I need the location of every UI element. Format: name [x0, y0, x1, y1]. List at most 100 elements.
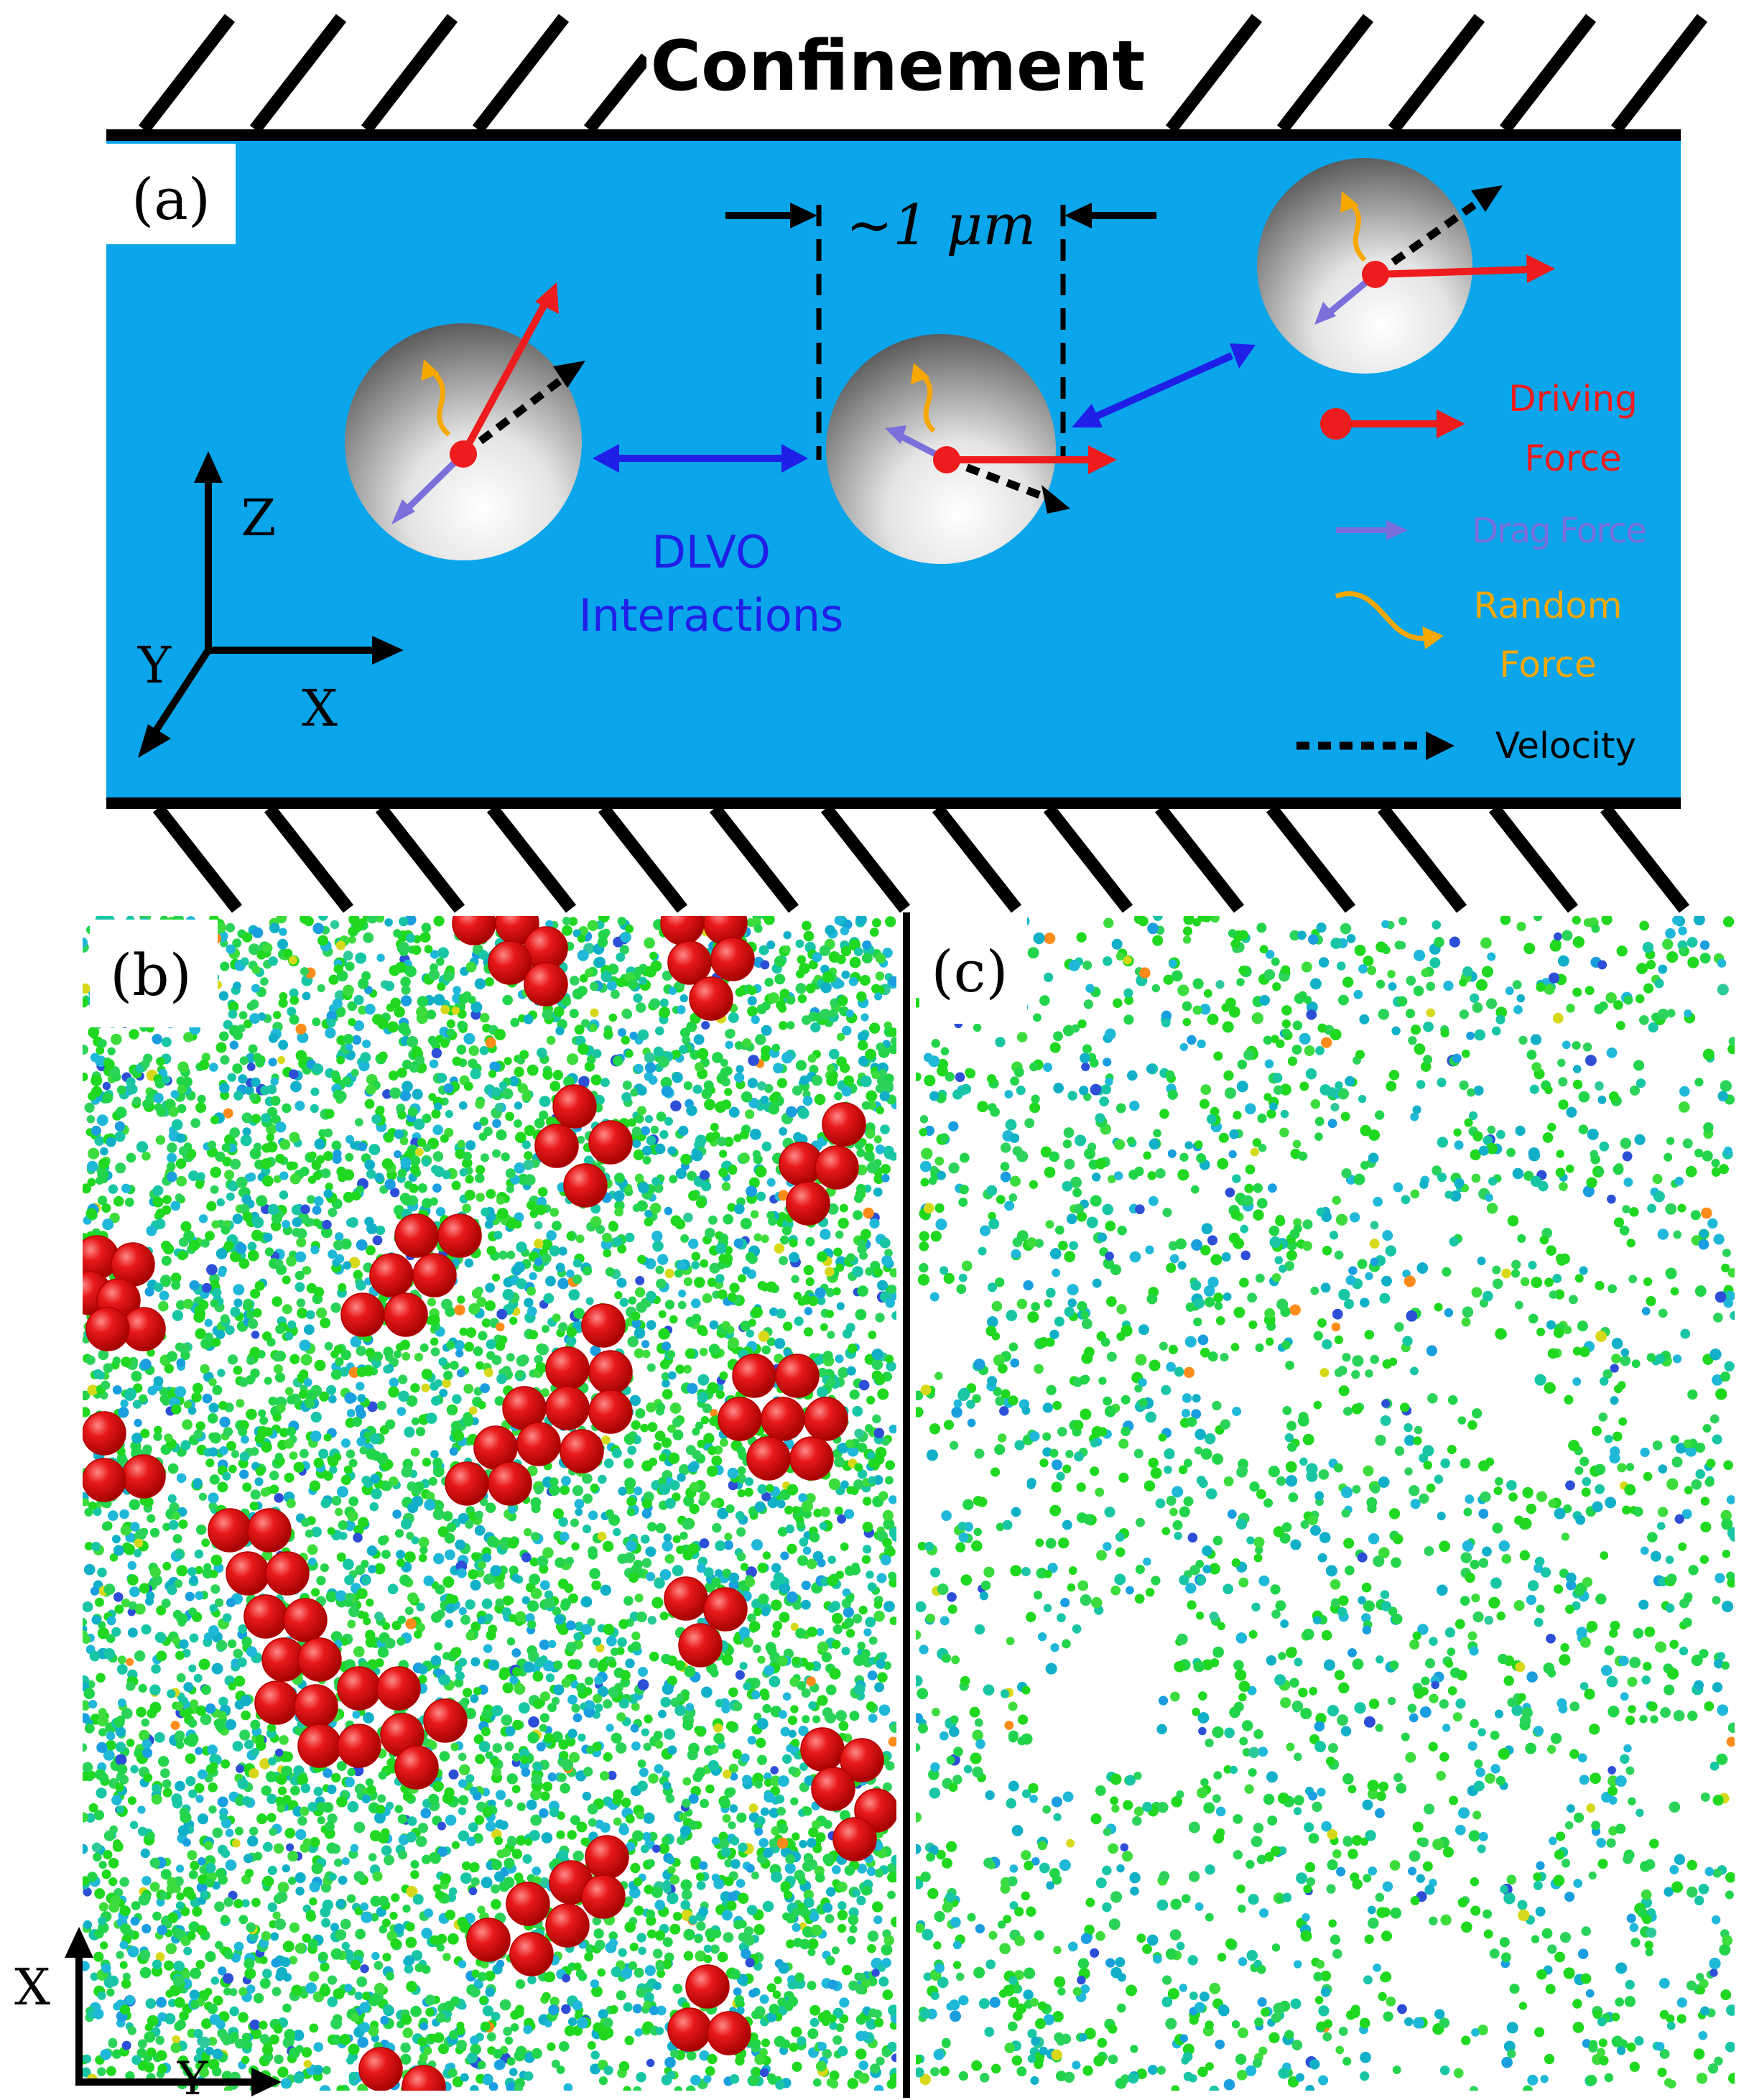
small-particle — [233, 1365, 243, 1375]
small-particle — [558, 1246, 567, 1256]
small-particle — [436, 1943, 445, 1952]
particle-3-velocity-head — [1471, 185, 1503, 212]
small-particle — [167, 1152, 177, 1163]
small-particle — [226, 1192, 235, 1201]
small-particle — [253, 1993, 264, 2004]
small-particle — [330, 1923, 340, 1932]
small-particle — [452, 1394, 462, 1405]
small-particle — [396, 1558, 405, 1568]
legend-driving-force-2: Force — [1524, 438, 1621, 479]
particle-3-random — [1348, 200, 1367, 262]
small-particle — [127, 1560, 136, 1571]
panel-b: (b) X Y — [14, 916, 896, 2100]
small-particle — [282, 1941, 294, 1953]
small-particle — [103, 1830, 115, 1841]
small-particle — [746, 1864, 755, 1873]
small-particle — [358, 1060, 370, 1072]
small-particle — [682, 1035, 691, 1045]
small-particle — [712, 1052, 723, 1063]
small-particle — [247, 1318, 259, 1329]
small-particle — [356, 1382, 365, 1391]
small-particle — [197, 1094, 206, 1104]
small-particle — [216, 1198, 225, 1207]
particle-3-sphere — [1257, 158, 1472, 374]
small-particle — [542, 1069, 553, 1080]
small-particle — [402, 1352, 411, 1361]
dlvo-arrow-2 — [1072, 343, 1256, 427]
small-particle — [875, 971, 885, 981]
small-particle — [101, 1522, 111, 1531]
confinement-hatch-bottom — [152, 804, 1690, 913]
small-particle — [294, 1251, 307, 1263]
small-particle — [167, 1463, 179, 1474]
small-particle — [325, 1183, 333, 1191]
axes-xyz — [138, 451, 404, 758]
small-particle — [733, 1987, 742, 1997]
small-particle — [609, 2005, 618, 2014]
small-particle — [590, 2063, 601, 2075]
small-particle — [251, 1331, 260, 1339]
small-particle — [430, 1382, 439, 1391]
small-particle — [841, 1964, 853, 1976]
small-particle — [161, 1037, 172, 1047]
small-particle — [728, 1763, 739, 1774]
small-particle — [540, 1691, 550, 1702]
small-particle — [654, 1183, 664, 1193]
small-particle — [176, 1864, 185, 1873]
small-particle — [631, 1741, 641, 1751]
small-particle — [555, 1262, 565, 1272]
small-particle — [817, 1296, 826, 1305]
small-particle — [391, 1620, 402, 1631]
small-particle — [335, 1232, 344, 1241]
small-particle — [730, 1772, 738, 1781]
small-particle — [190, 1967, 201, 1979]
small-particle — [274, 1493, 284, 1503]
small-particle — [140, 1848, 150, 1859]
small-particle — [810, 1661, 822, 1672]
small-particle — [222, 1157, 233, 1167]
small-particle — [699, 2050, 710, 2061]
small-particle — [156, 1605, 167, 1616]
small-particle — [134, 1603, 146, 1615]
small-particle — [156, 1650, 167, 1662]
small-particle — [885, 1476, 894, 1485]
small-particle — [652, 1240, 664, 1252]
small-particle — [448, 1769, 459, 1780]
small-particle — [646, 1572, 656, 1581]
small-particle — [807, 1054, 817, 1063]
small-particle — [687, 1170, 697, 1181]
small-particle — [616, 1277, 627, 1288]
small-particle — [205, 1951, 216, 1963]
small-particle — [695, 1421, 704, 1430]
small-particle — [431, 1047, 442, 1059]
small-particle — [623, 2086, 631, 2091]
small-particle — [470, 2085, 479, 2091]
small-particle — [119, 1877, 129, 1887]
small-particle — [274, 1372, 286, 1383]
small-particle — [534, 1118, 545, 1129]
small-particle — [213, 1995, 223, 2006]
small-particle — [539, 1639, 550, 1650]
small-particle — [313, 1786, 323, 1797]
small-particle — [218, 1696, 228, 1706]
small-particle — [764, 977, 774, 987]
small-particle — [640, 1535, 650, 1544]
small-particle — [717, 1137, 727, 1147]
small-particle — [405, 1936, 417, 1948]
small-particle — [718, 1831, 728, 1841]
legend: Driving Force Drag Force Random Force Ve… — [1296, 378, 1647, 767]
small-particle — [849, 956, 861, 968]
small-particle — [223, 1973, 234, 1984]
small-particle — [761, 1234, 769, 1244]
small-particle — [643, 1992, 654, 2003]
small-particle — [381, 1918, 391, 1928]
axis-x-label: X — [302, 679, 338, 738]
small-particle — [272, 1911, 281, 1920]
small-particle — [510, 1017, 520, 1027]
small-particle — [348, 1018, 356, 1027]
small-particle — [557, 1277, 569, 1290]
small-particle — [254, 1477, 264, 1486]
small-particle — [261, 1204, 271, 1214]
small-particle — [239, 1729, 251, 1741]
small-particle — [190, 1699, 199, 1708]
